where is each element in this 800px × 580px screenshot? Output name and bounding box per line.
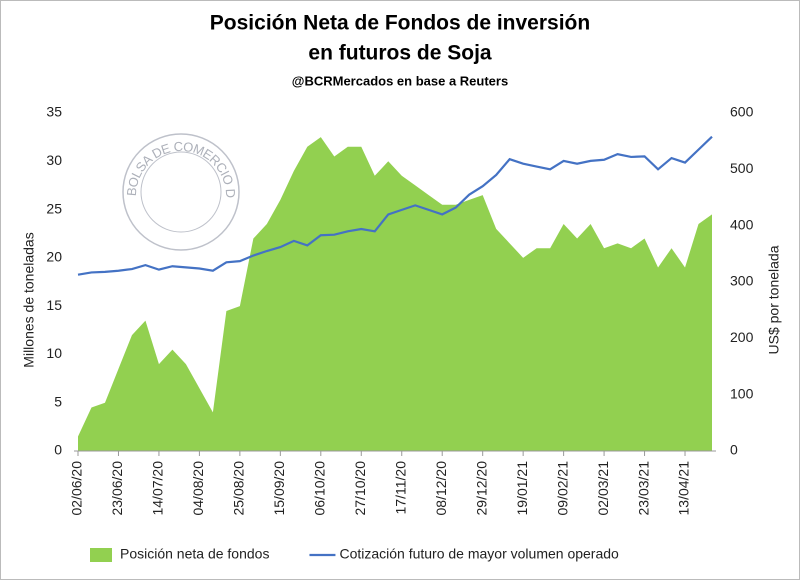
chart-title: en futuros de Soja <box>308 42 492 65</box>
legend-swatch <box>90 548 112 562</box>
y-tick-label: 35 <box>46 104 62 120</box>
line <box>77 135 713 276</box>
x-tick-label: 25/08/20 <box>231 461 247 516</box>
watermark-ring <box>122 133 240 251</box>
x-tick-label: 06/10/20 <box>312 461 328 516</box>
y-axis-label: Millones de toneladas <box>21 232 37 367</box>
x-tick-label: 08/12/20 <box>433 461 449 516</box>
y2-tick-label: 600 <box>730 104 754 120</box>
chart-subtitle: @BCRMercados en base a Reuters <box>292 73 508 88</box>
y-tick-label: 20 <box>46 249 62 265</box>
y2-axis-label: US$ por tonelada <box>766 245 782 354</box>
x-tick-label: 23/03/21 <box>635 461 651 516</box>
area <box>78 137 712 451</box>
x-tick-label: 17/11/20 <box>392 461 408 515</box>
x-tick-label: 15/09/20 <box>271 461 287 516</box>
y2-tick-label: 300 <box>730 273 754 289</box>
y-tick-label: 15 <box>46 297 62 313</box>
y2-tick-label: 200 <box>730 329 754 345</box>
watermark-ring <box>140 151 222 233</box>
y2-tick-label: 0 <box>730 442 738 458</box>
y2-tick-label: 400 <box>730 216 754 232</box>
legend-label: Posición neta de fondos <box>120 546 269 562</box>
x-tick-label: 13/04/21 <box>676 461 692 516</box>
y-tick-label: 25 <box>46 200 62 216</box>
x-tick-label: 02/03/21 <box>595 461 611 516</box>
legend-label: Cotización futuro de mayor volumen opera… <box>339 546 619 562</box>
y-tick-label: 5 <box>54 393 62 409</box>
x-tick-label: 23/06/20 <box>109 461 125 516</box>
x-tick-label: 27/10/20 <box>352 461 368 516</box>
x-tick-label: 09/02/21 <box>554 461 570 516</box>
x-tick-label: 04/08/20 <box>190 461 206 516</box>
x-tick-label: 19/01/21 <box>514 461 530 516</box>
x-tick-label: 02/06/20 <box>69 461 85 516</box>
y-tick-label: 30 <box>46 152 62 168</box>
chart-title: Posición Neta de Fondos de inversión <box>210 12 590 35</box>
x-tick-label: 29/12/20 <box>473 461 489 516</box>
y-tick-label: 10 <box>46 345 62 361</box>
y2-tick-label: 100 <box>730 385 754 401</box>
y2-tick-label: 500 <box>730 160 754 176</box>
x-tick-label: 14/07/20 <box>150 461 166 516</box>
y-tick-label: 0 <box>54 442 62 458</box>
